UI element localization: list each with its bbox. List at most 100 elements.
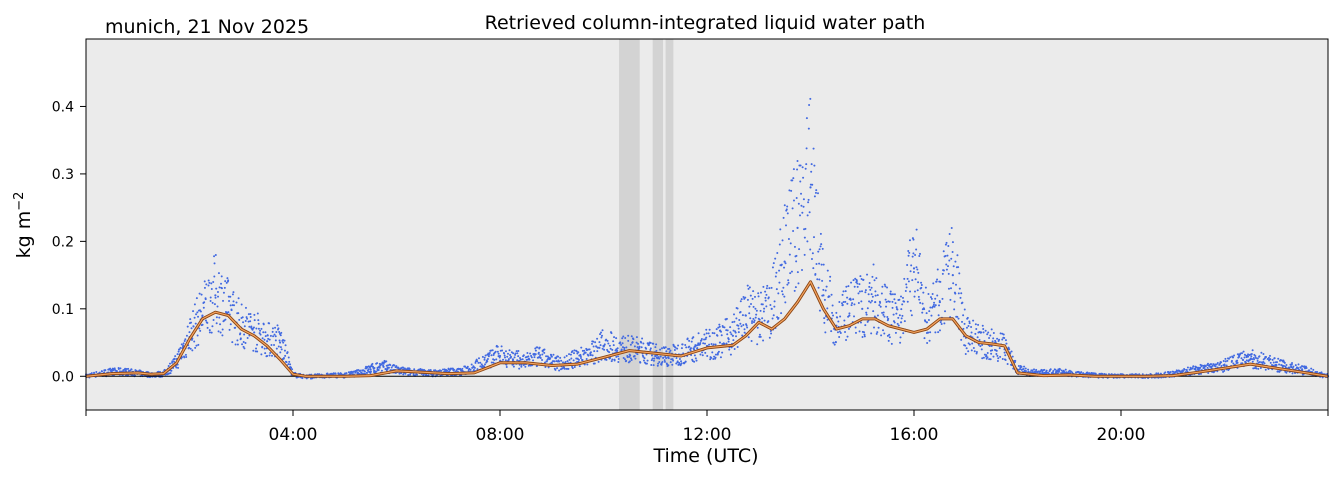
lwp-point (693, 354, 696, 357)
lwp-point (1040, 368, 1043, 371)
lwp-point (244, 342, 247, 345)
lwp-point (1224, 360, 1227, 363)
lwp-point (550, 355, 553, 358)
lwp-point (1251, 360, 1254, 363)
lwp-point (776, 252, 779, 255)
lwp-point (218, 316, 221, 319)
lwp-point (1010, 350, 1013, 353)
lwp-point (806, 214, 809, 217)
lwp-point (282, 357, 285, 360)
lwp-point (846, 296, 849, 299)
lwp-point (740, 298, 743, 301)
lwp-point (1214, 365, 1217, 368)
lwp-point (610, 360, 613, 363)
lwp-point (933, 301, 936, 304)
lwp-point (357, 368, 360, 371)
lwp-point (124, 367, 127, 370)
lwp-point (778, 281, 781, 284)
lwp-point (948, 259, 951, 262)
lwp-point (938, 329, 941, 332)
lwp-point (762, 285, 765, 288)
lwp-point (1259, 366, 1262, 369)
lwp-point (730, 333, 733, 336)
lwp-point (880, 292, 883, 295)
lwp-point (796, 226, 799, 229)
lwp-point (407, 373, 410, 376)
lwp-point (502, 358, 505, 361)
lwp-point (640, 341, 643, 344)
lwp-point (269, 351, 272, 354)
lwp-point (895, 306, 898, 309)
lwp-point (197, 343, 200, 346)
lwp-point (114, 369, 117, 372)
lwp-point (795, 254, 798, 257)
lwp-point (826, 307, 829, 310)
lwp-point (573, 349, 576, 352)
lwp-point (713, 355, 716, 358)
lwp-point (920, 283, 923, 286)
lwp-point (900, 295, 903, 298)
lwp-point (626, 356, 629, 359)
lwp-point (227, 295, 230, 298)
lwp-point (504, 350, 507, 353)
lwp-point (95, 371, 98, 374)
lwp-point (988, 358, 991, 361)
lwp-point (289, 363, 292, 366)
lwp-point (509, 353, 512, 356)
lwp-point (1251, 358, 1254, 361)
lwp-point (211, 325, 214, 328)
lwp-point (822, 288, 825, 291)
lwp-point (1164, 371, 1167, 374)
lwp-point (1006, 362, 1009, 365)
lwp-point (260, 327, 263, 330)
lwp-point (519, 356, 522, 359)
lwp-point (498, 356, 501, 359)
lwp-point (703, 333, 706, 336)
lwp-point (257, 322, 260, 325)
lwp-point (809, 97, 812, 100)
lwp-point (665, 357, 668, 360)
lwp-point (1191, 367, 1194, 370)
lwp-point (243, 333, 246, 336)
lwp-point (569, 353, 572, 356)
lwp-point (204, 319, 207, 322)
lwp-point (282, 341, 285, 344)
lwp-point (960, 292, 963, 295)
lwp-point (867, 293, 870, 296)
lwp-point (885, 305, 888, 308)
lwp-point (646, 359, 649, 362)
lwp-point (553, 360, 556, 363)
lwp-point (1017, 365, 1020, 368)
lwp-point (879, 305, 882, 308)
lwp-point (815, 263, 818, 266)
lwp-point (701, 354, 704, 357)
lwp-point (749, 294, 752, 297)
lwp-point (501, 349, 504, 352)
lwp-point (865, 311, 868, 314)
lwp-point (189, 318, 192, 321)
lwp-point (706, 355, 709, 358)
lwp-point (777, 317, 780, 320)
lwp-point (901, 314, 904, 317)
lwp-point (968, 320, 971, 323)
lwp-point (235, 301, 238, 304)
lwp-point (656, 364, 659, 367)
lwp-point (581, 359, 584, 362)
lwp-point (427, 374, 430, 377)
lwp-point (230, 309, 233, 312)
lwp-point (177, 366, 180, 369)
lwp-point (490, 354, 493, 357)
lwp-point (784, 301, 787, 304)
lwp-point (768, 336, 771, 339)
lwp-point (530, 356, 533, 359)
chart-subtitle: munich, 21 Nov 2025 (105, 16, 309, 38)
lwp-point (1207, 371, 1210, 374)
lwp-point (910, 264, 913, 267)
lwp-point (932, 305, 935, 308)
y-tick-label: 0.2 (52, 234, 74, 250)
lwp-point (572, 352, 575, 355)
lwp-point (660, 347, 663, 350)
lwp-point (732, 329, 735, 332)
lwp-point (242, 345, 245, 348)
lwp-point (705, 336, 708, 339)
